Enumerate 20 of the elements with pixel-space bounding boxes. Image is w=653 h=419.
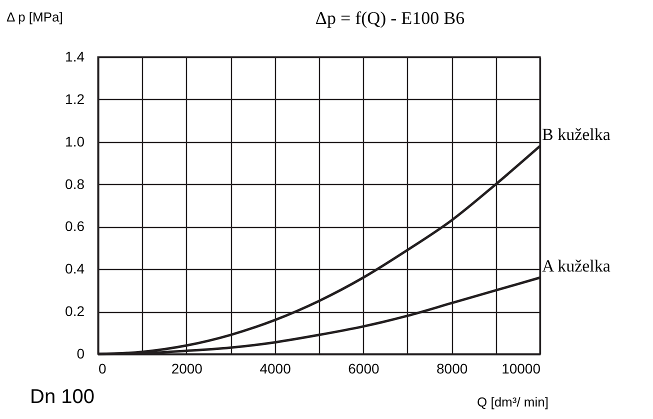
y-tick-label: 1.4	[65, 48, 85, 64]
x-tick-label: 2000	[171, 360, 203, 376]
x-tick-label: 6000	[348, 360, 380, 376]
chart-title: Δp = f(Q) - E100 B6	[314, 8, 466, 29]
y-tick-label: 0.4	[65, 260, 85, 277]
x-axis-title: Q [dm³/ min]	[476, 394, 548, 410]
y-tick-label: 0.8	[65, 176, 85, 192]
y-tick-label: 1.0	[65, 133, 85, 150]
y-axis-title: Δ p [MPa]	[6, 10, 63, 24]
series-label: B kuželka	[542, 125, 611, 144]
y-tick-label: 0.2	[65, 303, 85, 320]
y-tick-label: 0.6	[65, 218, 85, 234]
x-tick-label: 10000	[502, 360, 541, 376]
y-tick-label: 0	[76, 346, 85, 362]
y-tick-label: 1.2	[65, 90, 85, 107]
x-tick-label: 0	[98, 360, 106, 376]
x-tick-label: 8000	[436, 360, 468, 376]
x-tick-label: 4000	[260, 360, 292, 376]
series-label: A kuželka	[542, 256, 611, 276]
text: Dn 100	[30, 386, 94, 409]
